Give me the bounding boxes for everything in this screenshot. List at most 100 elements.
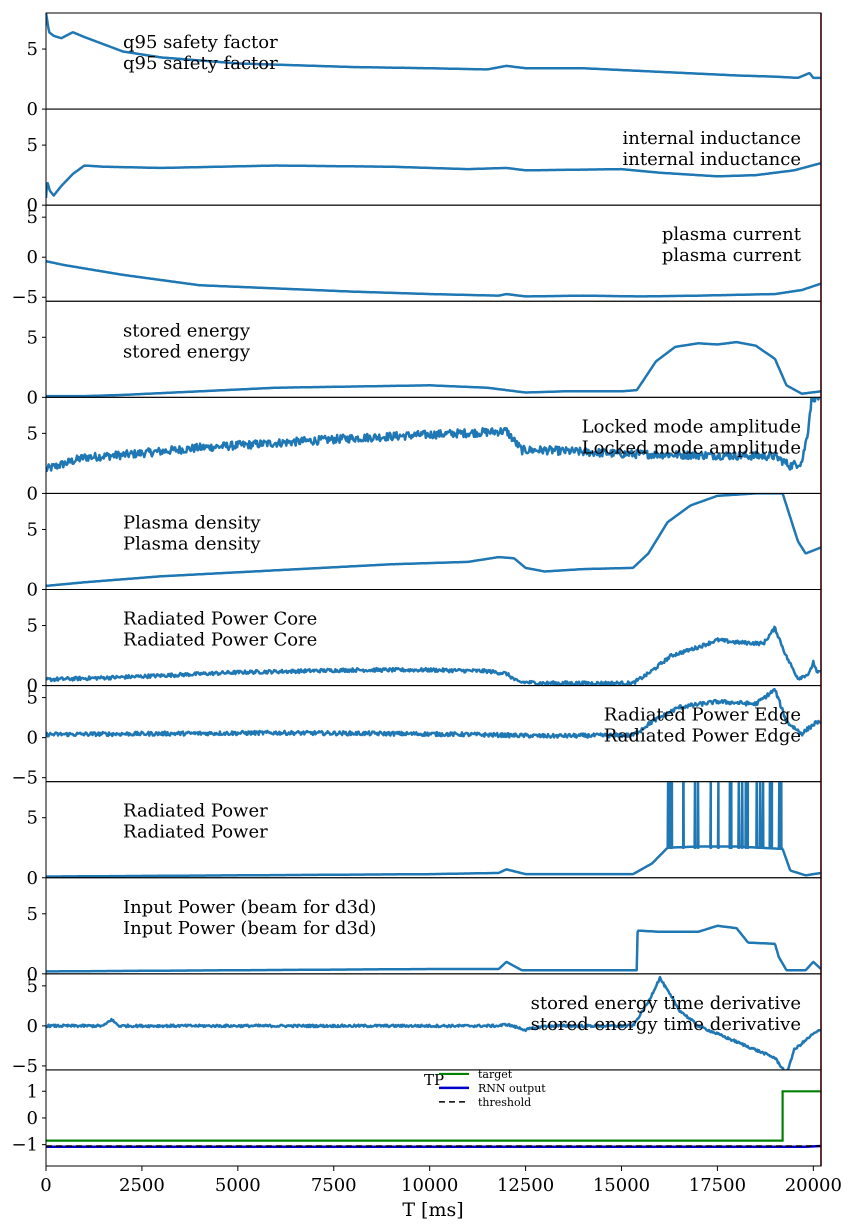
x-axis: 0 2500 5000 7500 10000 12500 15000 17500 20000 <box>40 1166 842 1196</box>
series-line <box>46 397 820 473</box>
panel-label: Plasma density <box>123 533 261 554</box>
series-line <box>46 340 821 398</box>
y-tick-label: 0 <box>27 1016 38 1037</box>
y-tick-label: 0 <box>27 99 38 120</box>
y-tick-label: 5 <box>27 808 38 829</box>
panel-label: Radiated Power Edge <box>604 726 801 747</box>
panel-label: Locked mode amplitude <box>582 437 801 458</box>
panel-label: Radiated Power <box>123 822 268 843</box>
y-tick-label: −5 <box>11 1056 38 1077</box>
panel-label: Radiated Power <box>123 801 268 822</box>
panel-label: Plasma density <box>123 512 261 533</box>
series-line <box>46 161 821 199</box>
y-tick-label: 5 <box>27 519 38 540</box>
x-tick-label: 2500 <box>119 1175 165 1196</box>
series-line <box>46 625 821 686</box>
x-tick-label: 7500 <box>311 1175 357 1196</box>
panel-plot-area <box>46 687 821 739</box>
panel-label: Radiated Power Core <box>123 609 317 630</box>
panel-plot-area <box>46 161 821 199</box>
y-tick-label: 5 <box>27 207 38 228</box>
panel-10: 0 5 Input Power (beam for d3d)Input Power … <box>27 877 822 985</box>
y-tick-label: 5 <box>27 135 38 156</box>
tp-label: TP <box>424 1071 444 1089</box>
series-line <box>46 259 821 298</box>
panel-plot-area <box>46 340 821 398</box>
y-tick-label: 5 <box>27 423 38 444</box>
panel-plot-area <box>46 1090 821 1149</box>
panel-plot-area <box>46 781 821 878</box>
legend-entry: threshold <box>478 1096 531 1109</box>
panel-plot-area <box>46 975 821 1070</box>
x-tick-label: 10000 <box>401 1175 458 1196</box>
series-line <box>46 687 821 739</box>
panel-plot-area <box>46 493 821 588</box>
y-tick-label: 1 <box>27 1081 38 1102</box>
panel-label: internal inductance <box>623 128 801 149</box>
x-tick-label: 17500 <box>689 1175 746 1196</box>
series-line-target <box>46 1090 821 1142</box>
panel-label: internal inductance <box>623 149 801 170</box>
series-line-rnn-output <box>46 1144 821 1149</box>
y-tick-label: 0 <box>27 868 38 889</box>
panel-label: plasma current <box>662 224 802 245</box>
series-line <box>46 13 821 80</box>
series-line <box>46 493 821 588</box>
panel-label: plasma current <box>662 245 802 266</box>
y-tick-label: 5 <box>27 688 38 709</box>
y-tick-label: 5 <box>27 904 38 925</box>
panel-label: Input Power (beam for d3d) <box>123 918 376 939</box>
panel-plot-area <box>46 924 821 973</box>
panel-plot-area <box>46 397 820 473</box>
y-tick-label: 0 <box>27 195 38 216</box>
y-tick-label: 0 <box>27 387 38 408</box>
y-tick-label: 5 <box>27 976 38 997</box>
series-line <box>46 924 821 973</box>
y-tick-label: 0 <box>27 676 38 697</box>
panel-label: Radiated Power Core <box>123 630 317 651</box>
x-tick-label: 20000 <box>785 1175 842 1196</box>
series-line <box>46 975 821 1070</box>
y-tick-label: 0 <box>27 483 38 504</box>
y-tick-label: 5 <box>27 39 38 60</box>
panel-plot-area <box>46 13 821 80</box>
panel-plot-area <box>46 625 821 686</box>
panel-label: stored energy time derivative <box>531 993 801 1014</box>
panel-label: Input Power (beam for d3d) <box>123 897 376 918</box>
y-tick-label: 0 <box>27 1108 38 1129</box>
x-tick-label: 12500 <box>497 1175 554 1196</box>
y-tick-label: −1 <box>11 1135 38 1156</box>
legend-entry: target <box>478 1068 513 1081</box>
x-tick-label: 15000 <box>593 1175 650 1196</box>
legend-entry: RNN output <box>478 1082 546 1095</box>
y-tick-label: 5 <box>27 616 38 637</box>
x-tick-label: 5000 <box>215 1175 261 1196</box>
panel-label: Locked mode amplitude <box>582 416 801 437</box>
panel-label: q95 safety factor <box>123 32 278 53</box>
panel-label: stored energy <box>123 320 251 341</box>
panel-label: stored energy <box>123 341 251 362</box>
y-tick-label: 0 <box>27 580 38 601</box>
y-tick-label: −5 <box>11 768 38 789</box>
y-tick-label: 5 <box>27 327 38 348</box>
panel-label: q95 safety factor <box>123 53 278 74</box>
panel-label: stored energy time derivative <box>531 1014 801 1035</box>
x-axis-label: T [ms] <box>402 1199 463 1221</box>
panel-label: Radiated Power Edge <box>604 705 801 726</box>
x-tick-label: 0 <box>40 1175 51 1196</box>
panel-plot-area <box>46 259 821 298</box>
y-tick-label: −5 <box>11 287 38 308</box>
series-line <box>46 781 821 878</box>
y-tick-label: 0 <box>27 728 38 749</box>
